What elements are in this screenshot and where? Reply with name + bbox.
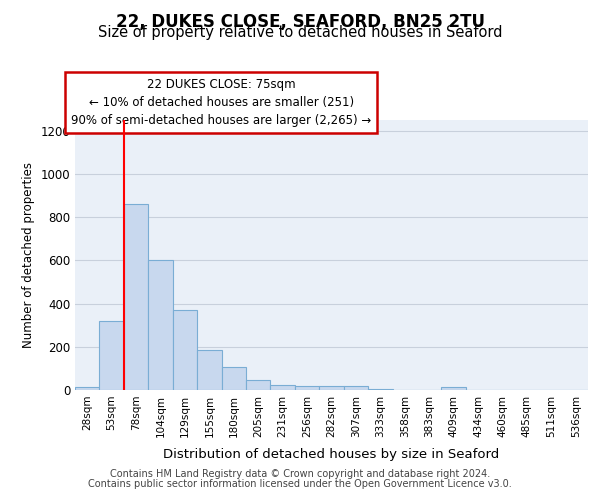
Bar bbox=[197, 350, 221, 390]
Bar bbox=[173, 310, 197, 390]
Text: Contains public sector information licensed under the Open Government Licence v3: Contains public sector information licen… bbox=[88, 479, 512, 489]
Bar bbox=[75, 387, 100, 390]
Text: Size of property relative to detached houses in Seaford: Size of property relative to detached ho… bbox=[98, 25, 502, 40]
Bar bbox=[368, 389, 392, 390]
Bar bbox=[124, 204, 148, 390]
Text: Contains HM Land Registry data © Crown copyright and database right 2024.: Contains HM Land Registry data © Crown c… bbox=[110, 469, 490, 479]
Bar bbox=[221, 368, 246, 390]
Bar bbox=[271, 385, 295, 390]
Bar bbox=[344, 386, 368, 390]
Bar bbox=[148, 260, 173, 390]
X-axis label: Distribution of detached houses by size in Seaford: Distribution of detached houses by size … bbox=[163, 448, 500, 461]
Y-axis label: Number of detached properties: Number of detached properties bbox=[22, 162, 35, 348]
Text: 22 DUKES CLOSE: 75sqm
← 10% of detached houses are smaller (251)
90% of semi-det: 22 DUKES CLOSE: 75sqm ← 10% of detached … bbox=[71, 78, 371, 127]
Bar bbox=[100, 321, 124, 390]
Bar bbox=[295, 386, 319, 390]
Text: 22, DUKES CLOSE, SEAFORD, BN25 2TU: 22, DUKES CLOSE, SEAFORD, BN25 2TU bbox=[115, 12, 485, 30]
Bar bbox=[442, 388, 466, 390]
Bar bbox=[319, 386, 344, 390]
Bar bbox=[246, 380, 271, 390]
